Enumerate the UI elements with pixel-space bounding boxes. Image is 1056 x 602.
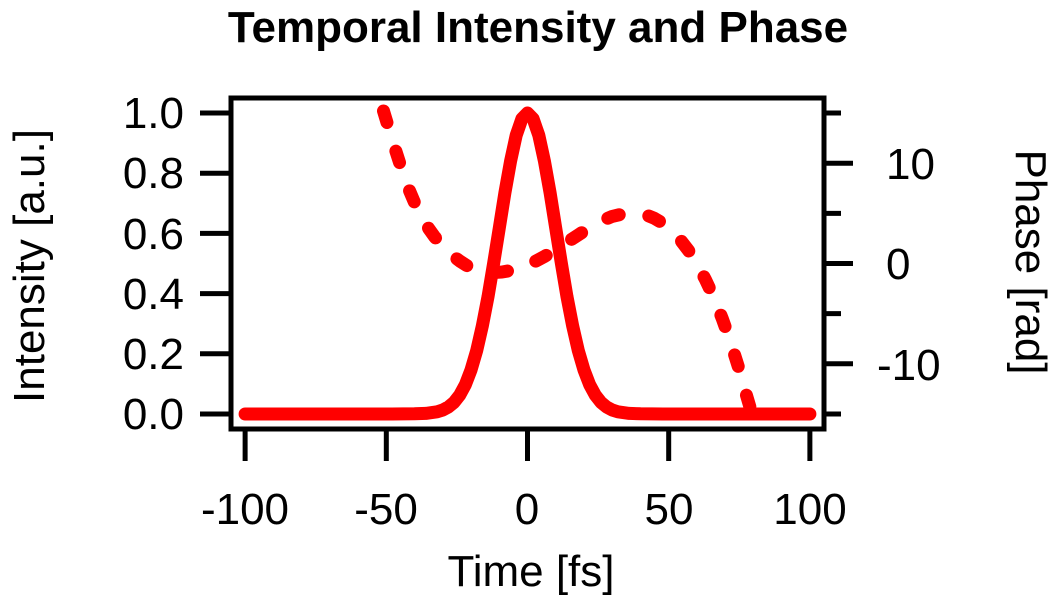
x-tick-label: -100	[201, 485, 289, 534]
x-tick-labels: -100 -50 0 50 100	[201, 485, 847, 534]
y-left-tick-label: 1.0	[123, 89, 184, 138]
x-tick-label: 100	[773, 485, 846, 534]
y-right-tick-label: 0	[886, 240, 910, 289]
y-left-tick-label: 0.8	[123, 149, 184, 198]
y-right-tick-label: -10	[877, 341, 941, 390]
x-axis-ticks	[242, 429, 813, 461]
plot-box	[228, 95, 827, 432]
x-axis-title: Time [fs]	[447, 547, 614, 596]
y-right-axis-title: Phase [rad]	[1006, 149, 1055, 374]
phase-curve	[377, 104, 759, 421]
y-left-tick-label: 0.6	[123, 210, 184, 259]
intensity-curve	[238, 106, 817, 421]
y-left-axis-title: Intensity [a.u.]	[5, 129, 54, 403]
y-left-tick-label: 0.4	[123, 270, 184, 319]
y-right-tick-label: 10	[886, 140, 935, 189]
y-left-tick-label: 0.0	[123, 390, 184, 439]
y-left-tick-labels: 1.0 0.8 0.6 0.4 0.2 0.0	[123, 89, 184, 439]
chart-title: Temporal Intensity and Phase	[228, 3, 848, 52]
x-tick-label: 50	[645, 485, 694, 534]
curves	[238, 104, 817, 421]
y-left-axis-ticks	[200, 110, 231, 417]
x-tick-label: 0	[515, 485, 539, 534]
y-right-axis-ticks	[824, 110, 853, 417]
x-tick-label: -50	[354, 485, 418, 534]
y-left-tick-label: 0.2	[123, 330, 184, 379]
y-right-tick-labels: 10 0 -10	[877, 140, 941, 390]
